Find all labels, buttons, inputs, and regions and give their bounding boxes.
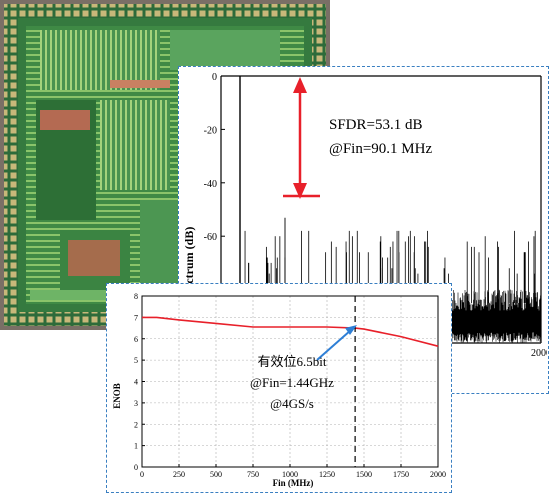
sfdr-arrow	[283, 77, 320, 199]
enob-y-tick-label: 0	[134, 463, 138, 472]
enob-x-tick-label: 0	[140, 470, 144, 479]
enob-annotation-rate: @4GS/s	[270, 396, 314, 411]
enob-y-ticks: 0 1 2 3 4 5 6 7 8	[134, 292, 145, 472]
spectrum-y-tick-label: -20	[204, 125, 217, 136]
enob-panel: 0 1 2 3 4 5 6 7 8 0 250 500 750 1000 1250 1500 1750 2000…	[106, 283, 452, 493]
enob-annotation-bits: 有效位6.5bit	[258, 354, 327, 369]
enob-x-tick-label: 2000	[430, 470, 446, 479]
enob-grid	[142, 296, 438, 467]
enob-x-tick-label: 500	[210, 470, 222, 479]
enob-x-tick-label: 250	[173, 470, 185, 479]
enob-y-tick-label: 4	[134, 378, 138, 387]
sfdr-annotation: SFDR=53.1 dB	[329, 117, 423, 133]
enob-y-tick-label: 1	[134, 442, 138, 451]
enob-callout-arrow	[316, 325, 357, 361]
spectrum-y-tick-label: 0	[212, 72, 217, 83]
enob-annotation-fin: @Fin=1.44GHz	[250, 375, 334, 390]
enob-series-line	[142, 316, 439, 347]
enob-y-tick-label: 8	[134, 292, 138, 301]
enob-y-axis-title: ENOB	[112, 383, 122, 409]
enob-y-tick-label: 6	[134, 335, 138, 344]
spectrum-y-ticks: 0-20-40-60-80	[204, 72, 225, 297]
enob-y-tick-label: 5	[134, 356, 138, 365]
enob-y-tick-label: 7	[134, 313, 138, 322]
enob-x-tick-label: 1750	[393, 470, 409, 479]
enob-x-tick-label: 750	[247, 470, 259, 479]
spectrum-y-tick-label: -60	[204, 232, 217, 243]
enob-chart: 0 1 2 3 4 5 6 7 8 0 250 500 750 1000 1250 1500 1750 2000…	[112, 292, 446, 488]
fin-annotation: @Fin=90.1 MHz	[329, 141, 432, 157]
enob-x-axis-title: Fin (MHz)	[273, 478, 314, 488]
enob-x-tick-label: 1500	[356, 470, 372, 479]
enob-x-ticks: 0 250 500 750 1000 1250 1500 1750 2000	[140, 464, 446, 479]
enob-x-tick-label: 1250	[319, 470, 335, 479]
enob-y-tick-label: 3	[134, 399, 138, 408]
enob-x-tick-label: 1000	[282, 470, 298, 479]
spectrum-x-tick-label: 2000	[531, 348, 547, 359]
enob-y-tick-label: 2	[134, 420, 138, 429]
spectrum-y-tick-label: -40	[204, 179, 217, 190]
